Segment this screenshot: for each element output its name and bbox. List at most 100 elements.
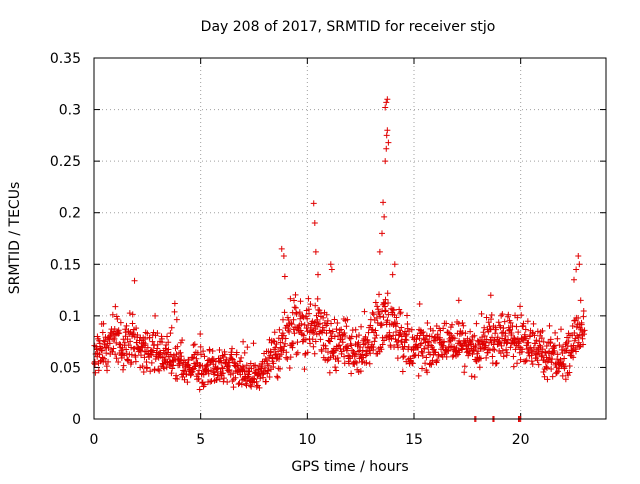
data-point: [167, 351, 174, 358]
data-point: [148, 359, 155, 366]
y-tick-label: 0.15: [50, 257, 81, 273]
data-point: [569, 347, 576, 354]
data-point: [553, 364, 560, 371]
data-point: [507, 344, 514, 351]
data-point: [395, 344, 402, 351]
data-point: [125, 357, 132, 364]
data-point: [193, 355, 200, 362]
data-point: [504, 339, 511, 346]
data-point: [213, 366, 220, 373]
data-point: [562, 376, 569, 383]
data-point: [237, 358, 244, 365]
data-point: [372, 327, 379, 334]
data-point: [476, 354, 483, 361]
data-point: [554, 351, 561, 358]
data-point: [348, 370, 355, 377]
data-point: [185, 357, 192, 364]
data-point: [476, 364, 483, 371]
data-point: [270, 360, 277, 367]
data-point: [123, 322, 130, 329]
data-point: [492, 330, 499, 337]
data-point: [471, 373, 478, 380]
data-point: [479, 334, 486, 341]
data-point: [291, 304, 298, 311]
data-point: [419, 365, 426, 372]
data-point: [284, 356, 291, 363]
data-point: [488, 316, 495, 323]
data-point: [317, 336, 324, 343]
data-point: [528, 358, 535, 365]
data-point: [112, 351, 119, 358]
data-point: [233, 349, 240, 356]
data-point: [383, 145, 390, 152]
data-point: [263, 357, 270, 364]
data-point: [513, 323, 520, 330]
data-point: [132, 358, 139, 365]
data-point: [515, 329, 522, 336]
data-point: [471, 332, 478, 339]
data-point: [510, 363, 517, 370]
data-point: [359, 347, 366, 354]
data-point: [291, 297, 298, 304]
data-point: [492, 360, 499, 367]
data-point: [138, 352, 145, 359]
data-point: [128, 344, 135, 351]
data-point: [475, 348, 482, 355]
data-point: [342, 332, 349, 339]
data-point: [312, 248, 319, 255]
data-point: [389, 271, 396, 278]
data-point: [480, 329, 487, 336]
data-point: [277, 365, 284, 372]
data-point: [291, 330, 298, 337]
data-point: [133, 325, 140, 332]
data-point: [570, 354, 577, 361]
data-point: [174, 343, 181, 350]
data-point: [365, 329, 372, 336]
data-point: [473, 320, 480, 327]
data-point: [579, 335, 586, 342]
data-point: [201, 381, 208, 388]
y-tick-label: 0: [72, 412, 81, 428]
data-point: [372, 335, 379, 342]
data-point: [238, 354, 245, 361]
data-point: [252, 362, 259, 369]
data-point: [361, 308, 368, 315]
data-point: [382, 104, 389, 111]
data-point: [323, 311, 330, 318]
data-point: [149, 338, 156, 345]
data-point: [422, 360, 429, 367]
data-point: [415, 372, 422, 379]
data-point: [111, 326, 118, 333]
data-point: [497, 324, 504, 331]
data-point: [106, 340, 113, 347]
data-point: [218, 370, 225, 377]
data-point: [581, 331, 588, 338]
grid-lines: [94, 58, 606, 419]
data-point: [341, 330, 348, 337]
data-point: [92, 369, 99, 376]
chart-title: Day 208 of 2017, SRMTID for receiver stj…: [201, 19, 496, 35]
data-point: [281, 309, 288, 316]
data-point: [311, 220, 318, 227]
data-point: [381, 213, 388, 220]
data-point: [565, 338, 572, 345]
data-point: [363, 359, 370, 366]
data-point: [352, 326, 359, 333]
data-point: [403, 331, 410, 338]
data-point: [543, 363, 550, 370]
data-point: [382, 308, 389, 315]
data-point: [328, 320, 335, 327]
data-point: [281, 273, 288, 280]
data-point: [275, 348, 282, 355]
data-point: [478, 310, 485, 317]
data-point: [336, 327, 343, 334]
data-point: [444, 347, 451, 354]
data-point: [162, 356, 169, 363]
data-point: [398, 324, 405, 331]
data-point: [577, 297, 584, 304]
data-point: [404, 312, 411, 319]
data-point: [531, 332, 538, 339]
data-point: [461, 363, 468, 370]
data-point: [286, 365, 293, 372]
